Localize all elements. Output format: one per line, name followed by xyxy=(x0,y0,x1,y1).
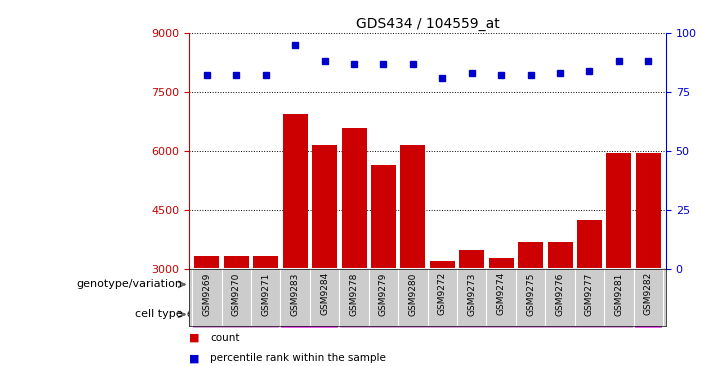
Text: GSM9277: GSM9277 xyxy=(585,272,594,315)
Bar xyxy=(283,114,308,269)
Text: GSM9275: GSM9275 xyxy=(526,272,535,315)
Text: ■: ■ xyxy=(189,333,200,343)
Bar xyxy=(547,242,573,269)
Text: GSM9272: GSM9272 xyxy=(438,272,447,315)
Text: count: count xyxy=(210,333,240,343)
Text: GSM9278: GSM9278 xyxy=(350,272,358,315)
Bar xyxy=(312,145,337,269)
Text: GSM9273: GSM9273 xyxy=(468,272,476,315)
Bar xyxy=(636,153,661,269)
Text: embryonic stem cell: embryonic stem cell xyxy=(186,309,286,320)
Text: GSM9271: GSM9271 xyxy=(261,272,271,315)
Text: GSM9282: GSM9282 xyxy=(644,272,653,315)
Text: cell type: cell type xyxy=(135,309,182,320)
Text: liver: liver xyxy=(639,310,658,319)
Bar xyxy=(192,269,310,299)
Bar xyxy=(192,299,280,329)
Text: GSM9281: GSM9281 xyxy=(614,272,623,315)
Bar xyxy=(280,299,339,329)
Text: GSM9284: GSM9284 xyxy=(320,272,329,315)
Text: Abca1 +/-: Abca1 +/- xyxy=(224,279,279,290)
Text: Cdk4 +/-: Cdk4 +/- xyxy=(315,279,364,290)
Bar xyxy=(459,250,484,269)
Text: GSM9279: GSM9279 xyxy=(379,272,388,315)
Text: GSM9280: GSM9280 xyxy=(409,272,417,315)
Bar xyxy=(224,255,249,269)
Bar xyxy=(489,258,514,269)
Text: GSM9283: GSM9283 xyxy=(291,272,300,315)
Bar xyxy=(518,242,543,269)
Text: GSM9269: GSM9269 xyxy=(203,272,212,315)
Title: GDS434 / 104559_at: GDS434 / 104559_at xyxy=(355,16,500,30)
Bar xyxy=(341,127,367,269)
Text: GSM9276: GSM9276 xyxy=(555,272,564,315)
Bar xyxy=(339,299,634,329)
Text: embryonic stem cell: embryonic stem cell xyxy=(437,309,536,320)
Bar xyxy=(606,153,632,269)
Bar xyxy=(369,269,663,299)
Bar xyxy=(400,145,426,269)
Text: ■: ■ xyxy=(189,353,200,363)
Text: liver: liver xyxy=(301,310,319,319)
Text: GSM9274: GSM9274 xyxy=(497,272,505,315)
Bar xyxy=(430,261,455,269)
Text: genotype/variation: genotype/variation xyxy=(76,279,182,290)
Text: percentile rank within the sample: percentile rank within the sample xyxy=(210,353,386,363)
Bar xyxy=(310,269,369,299)
Text: control: control xyxy=(496,279,535,290)
Bar xyxy=(194,255,219,269)
Bar xyxy=(253,255,278,269)
Text: GSM9270: GSM9270 xyxy=(232,272,241,315)
Bar xyxy=(634,299,663,329)
Bar xyxy=(577,220,602,269)
Bar xyxy=(371,165,396,269)
